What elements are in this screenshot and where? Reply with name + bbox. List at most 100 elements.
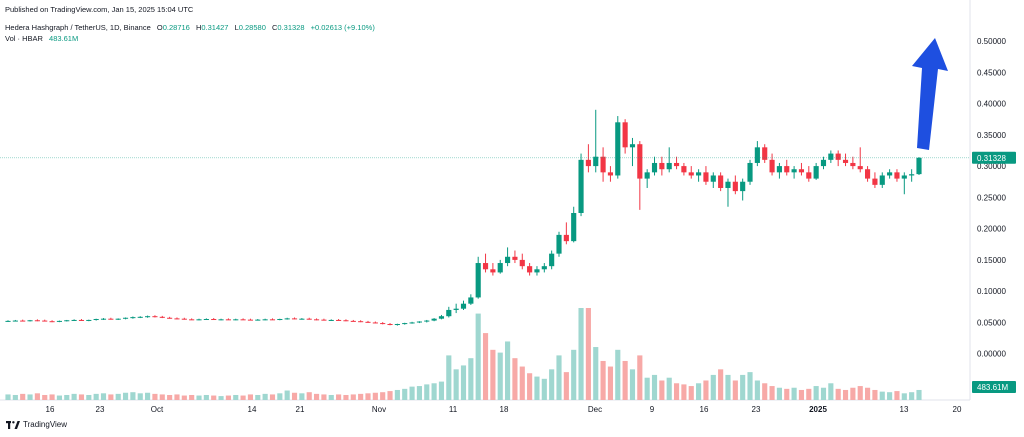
volume-bar [813, 386, 819, 400]
candle-body [122, 317, 129, 319]
volume-bar [820, 387, 827, 400]
candle-body [622, 122, 628, 148]
time-tick-label: 16 [700, 405, 709, 414]
time-tick-label: 13 [900, 405, 909, 414]
candle-body [416, 321, 422, 323]
candle-body [512, 256, 518, 260]
volume-bar [916, 389, 922, 400]
candle-body [887, 172, 893, 176]
candle-body [842, 159, 849, 163]
volume-bar [629, 369, 636, 400]
candle-body [328, 319, 334, 321]
candle-body [71, 319, 77, 321]
candle-body [776, 166, 782, 173]
volume-bar [571, 349, 577, 400]
volume-bar [196, 395, 202, 400]
price-tick-label: 0.25000 [977, 193, 1006, 202]
candle-body [828, 153, 834, 160]
volume-label[interactable]: Vol · HBAR [5, 34, 43, 43]
open-label: O [156, 23, 163, 32]
volume-bar [78, 394, 85, 400]
candle-body [784, 166, 790, 173]
low-label: L [234, 23, 239, 32]
candle-body [747, 162, 753, 182]
candle-body [64, 320, 70, 322]
time-tick-label: 18 [500, 405, 509, 414]
volume-bar [350, 394, 356, 400]
volume-bar [431, 383, 437, 400]
candle-body [380, 323, 386, 325]
candle-body [732, 181, 738, 192]
candle-body [673, 162, 680, 167]
volume-bar [12, 394, 18, 400]
up-arrow-annotation [912, 38, 948, 150]
tradingview-logo-icon [6, 420, 20, 429]
volume-bar [828, 383, 834, 400]
volume-bar [784, 388, 790, 400]
price-tick-label: 0.05000 [977, 318, 1006, 327]
symbol-title[interactable]: Hedera Hashgraph / TetherUS, 1D, Binance [5, 23, 151, 32]
candle-body [857, 166, 863, 170]
candle-body [593, 156, 599, 167]
price-axis[interactable]: 0.50000 0.45000 0.40000 0.35000 0.30000 0.250… [977, 37, 1011, 390]
volume-bar [269, 394, 276, 400]
volume-bar [505, 341, 511, 400]
volume-bar [718, 369, 724, 400]
close-value: 0.31328 [277, 23, 305, 32]
overlays: 0.31328 483.61M [0, 38, 1016, 393]
volume-bar [424, 384, 430, 400]
candle-body [534, 269, 540, 273]
last-price-label: 0.31328 [977, 154, 1006, 163]
volume-bar [850, 387, 856, 400]
candle-body [167, 317, 173, 319]
candle-body [86, 319, 92, 321]
candle-body [130, 317, 136, 319]
volume-bar [159, 394, 165, 400]
candle-body [336, 319, 342, 321]
tradingview-footer[interactable]: TradingView [6, 420, 67, 429]
volume-bar [710, 374, 716, 400]
tradingview-brand: TradingView [23, 420, 68, 429]
candle-body [365, 321, 371, 323]
candle-body [12, 320, 18, 322]
volume-bar [519, 366, 525, 400]
candle-body [490, 269, 496, 273]
candle-body [651, 162, 658, 173]
volume-bar [747, 372, 753, 400]
candle-body [100, 318, 107, 320]
volume-bar [93, 393, 99, 400]
candle-body [578, 159, 584, 213]
candle-body [387, 324, 393, 326]
time-tick-label: 21 [296, 405, 305, 414]
time-tick-label: 16 [46, 405, 55, 414]
time-axis[interactable]: 16 23 Oct 14 21 Nov 11 18 Dec 9 16 23 2025 13 20 [46, 405, 962, 414]
candle-body [409, 322, 415, 324]
volume-bar [666, 377, 672, 400]
volume-bar [887, 392, 893, 400]
volume-bar [321, 394, 327, 400]
volume-bar [358, 393, 364, 400]
candle-body [519, 259, 525, 267]
volume-bar [255, 394, 261, 400]
volume-bar [651, 374, 658, 400]
candle-body [681, 166, 687, 173]
candle-body [629, 144, 636, 148]
candle-body [394, 324, 400, 326]
candle-body [34, 320, 40, 322]
volume-bar [901, 393, 907, 400]
candle-body [93, 319, 99, 321]
volume-bar [174, 394, 180, 400]
volume-bar [34, 393, 40, 400]
volume-bar [600, 360, 606, 400]
volume-bar [460, 365, 467, 400]
volume-bar [108, 394, 114, 400]
price-tick-label: 0.20000 [977, 225, 1006, 234]
volume-bar [416, 386, 422, 400]
volume-badge [972, 381, 1016, 393]
time-tick-label: 2025 [809, 405, 827, 414]
candle-body [108, 318, 114, 320]
volume-bar [152, 393, 158, 400]
candle-body [798, 169, 805, 173]
volume-bar [725, 374, 731, 400]
